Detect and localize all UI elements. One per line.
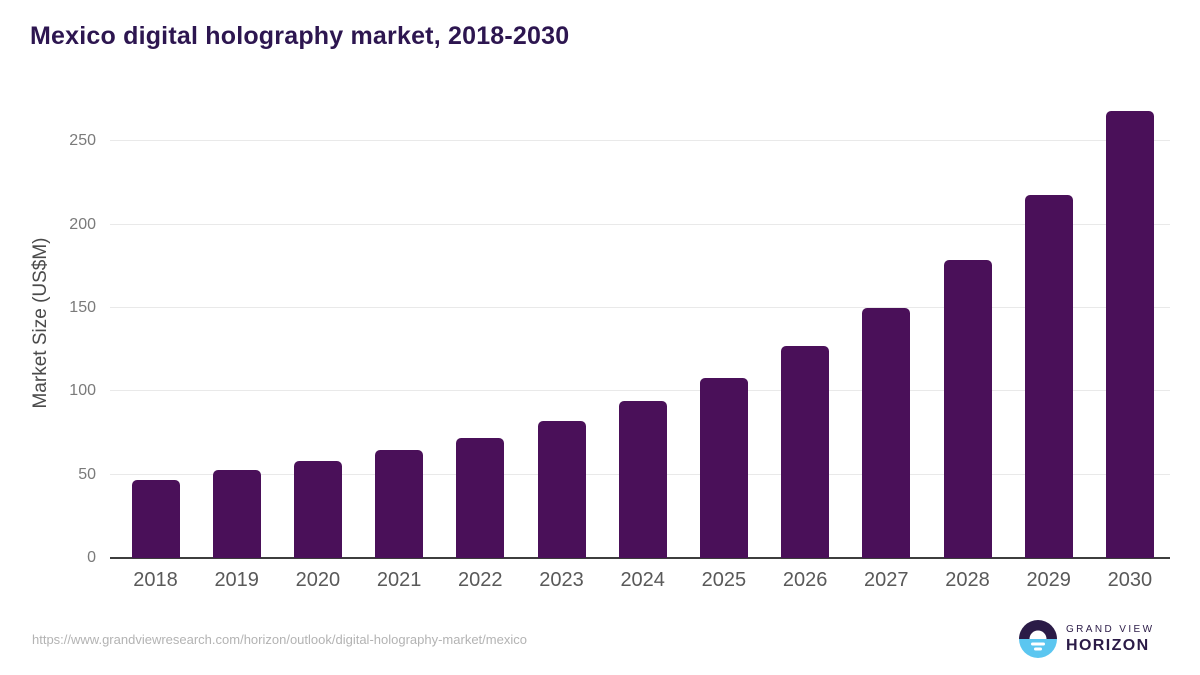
x-tick-label: 2022	[458, 569, 503, 591]
x-axis-line	[110, 557, 1170, 559]
y-tick-label: 50	[78, 465, 96, 483]
bar-2020	[293, 461, 342, 558]
x-tick-label: 2028	[945, 569, 990, 591]
bar-2027	[862, 308, 911, 558]
gridline-100	[110, 390, 1170, 392]
y-tick-label: 250	[69, 132, 96, 150]
logo-brand-name: GRAND VIEW	[1066, 623, 1155, 635]
sunrise-over-water-icon	[1019, 620, 1057, 658]
x-tick-label: 2021	[376, 569, 422, 591]
x-tick-label: 2030	[1107, 569, 1153, 591]
bar-2018	[131, 479, 180, 558]
bar-2026	[781, 346, 830, 558]
x-tick-label: 2019	[214, 569, 259, 591]
y-tick-label: 150	[69, 299, 96, 316]
bar-2025	[699, 378, 748, 558]
logo-product-name: HORIZON	[1066, 636, 1150, 654]
x-tick-label: 2020	[295, 569, 341, 591]
gridline-200	[110, 223, 1170, 225]
x-tick-label: 2026	[782, 569, 828, 591]
x-tick-label: 2018	[133, 569, 178, 591]
source-url: https://www.grandviewresearch.com/horizo…	[32, 632, 527, 647]
bar-2029	[1024, 194, 1073, 558]
x-tick-label: 2025	[701, 569, 747, 591]
plot-area	[110, 92, 1170, 559]
bar-2028	[943, 259, 992, 558]
bar-2021	[375, 449, 424, 558]
chart-title: Mexico digital holography market, 2018-2…	[30, 22, 570, 50]
x-tick-label: 2029	[1026, 569, 1071, 591]
y-axis-ticks: 0 50 100 150 200 250	[0, 92, 96, 566]
x-tick-label: 2027	[864, 569, 909, 591]
grand-view-horizon-logo: GRAND VIEW HORIZON	[1019, 620, 1154, 658]
y-tick-label: 100	[69, 382, 96, 400]
x-axis-ticks: 2018 2019 2020 2021 2022 2023 2024 2025 2026 2027…	[110, 569, 1170, 593]
logo-text: GRAND VIEW HORIZON	[1066, 623, 1155, 654]
gridline-250	[110, 140, 1170, 142]
bar-2022	[456, 438, 505, 558]
bar-2023	[537, 421, 586, 558]
bar-2024	[618, 401, 667, 558]
bar-2030	[1105, 111, 1154, 558]
bar-2019	[212, 469, 261, 558]
x-tick-label: 2023	[539, 569, 584, 591]
gridline-150	[110, 307, 1170, 308]
x-tick-label: 2024	[620, 569, 665, 591]
y-tick-label: 0	[87, 549, 96, 566]
y-tick-label: 200	[69, 215, 96, 233]
